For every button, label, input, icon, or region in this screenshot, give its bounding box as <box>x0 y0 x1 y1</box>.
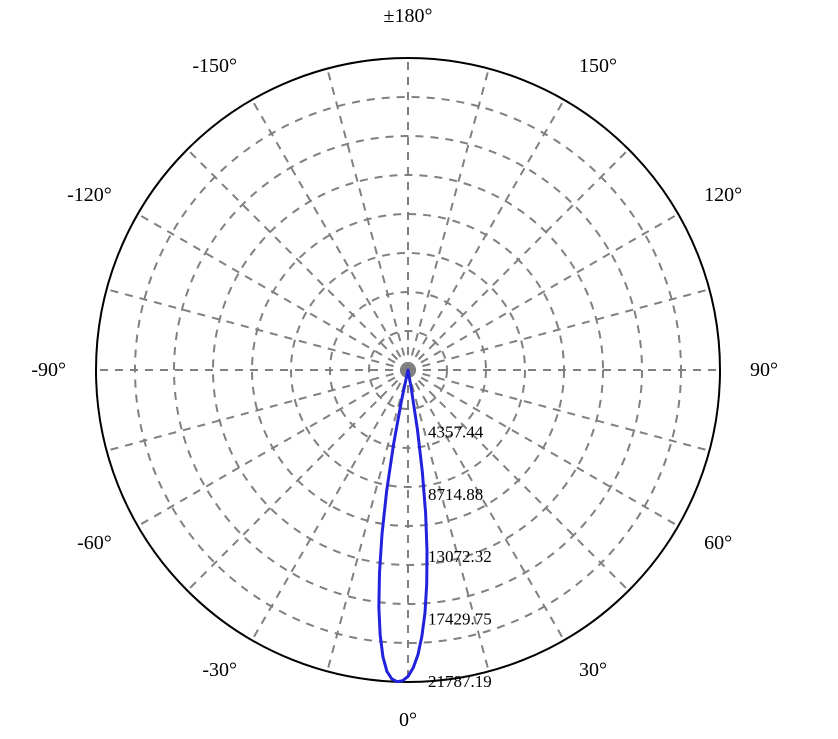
angle-tick-label: -30° <box>202 659 237 681</box>
grid-spoke <box>107 370 408 451</box>
radial-tick-label: 4357.44 <box>428 422 484 441</box>
angle-tick-label: 60° <box>704 532 732 554</box>
angle-tick-label: 30° <box>579 659 607 681</box>
grid-spoke <box>187 149 408 370</box>
grid-spoke <box>408 69 489 370</box>
angle-tick-label: 120° <box>704 184 742 206</box>
angle-tick-label: -90° <box>31 359 66 381</box>
radial-tick-label: 13072.32 <box>428 547 492 566</box>
radial-tick-label: 17429.75 <box>428 610 492 629</box>
angle-tick-label: ±180° <box>384 5 433 27</box>
radial-tick-label: 21787.19 <box>428 672 492 691</box>
angle-tick-label: -120° <box>67 184 112 206</box>
angle-tick-label: 150° <box>579 55 617 77</box>
grid-spoke <box>408 370 564 640</box>
polar-chart: 4357.44 8714.88 13072.32 17429.75 21787.19 ±1… <box>0 0 838 739</box>
grid-spoke <box>408 289 709 370</box>
grid-spoke <box>252 100 408 370</box>
angle-tick-label: 90° <box>750 359 778 381</box>
angle-tick-label: 0° <box>399 709 417 731</box>
radial-tick-label: 8714.88 <box>428 485 483 504</box>
angle-tick-label: -60° <box>77 532 112 554</box>
angle-tick-label: -150° <box>192 55 237 77</box>
grid-spoke <box>408 214 678 370</box>
